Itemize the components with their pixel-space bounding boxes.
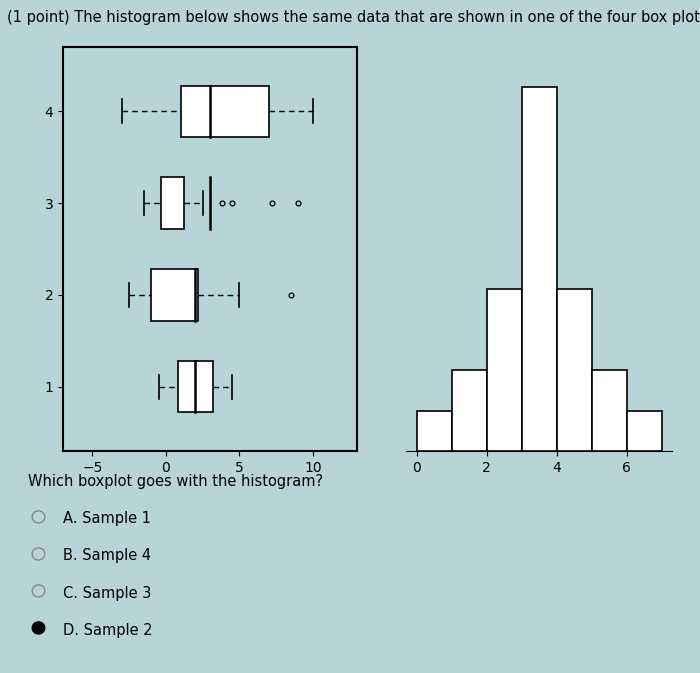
Text: Which boxplot goes with the histogram?: Which boxplot goes with the histogram? — [28, 474, 323, 489]
Bar — [181, 85, 269, 137]
Bar — [178, 361, 213, 413]
Bar — [556, 289, 592, 451]
Bar — [151, 269, 198, 320]
Text: (1 point) The histogram below shows the same data that are shown in one of the f: (1 point) The histogram below shows the … — [7, 10, 700, 25]
Bar — [626, 411, 662, 451]
Bar — [416, 411, 452, 451]
Bar — [592, 370, 626, 451]
Bar — [452, 370, 486, 451]
Bar — [162, 178, 183, 229]
Text: A. Sample 1: A. Sample 1 — [63, 511, 151, 526]
Text: B. Sample 4: B. Sample 4 — [63, 548, 151, 563]
Text: C. Sample 3: C. Sample 3 — [63, 586, 151, 600]
Text: D. Sample 2: D. Sample 2 — [63, 623, 153, 637]
Bar — [486, 289, 522, 451]
Bar — [522, 87, 556, 451]
